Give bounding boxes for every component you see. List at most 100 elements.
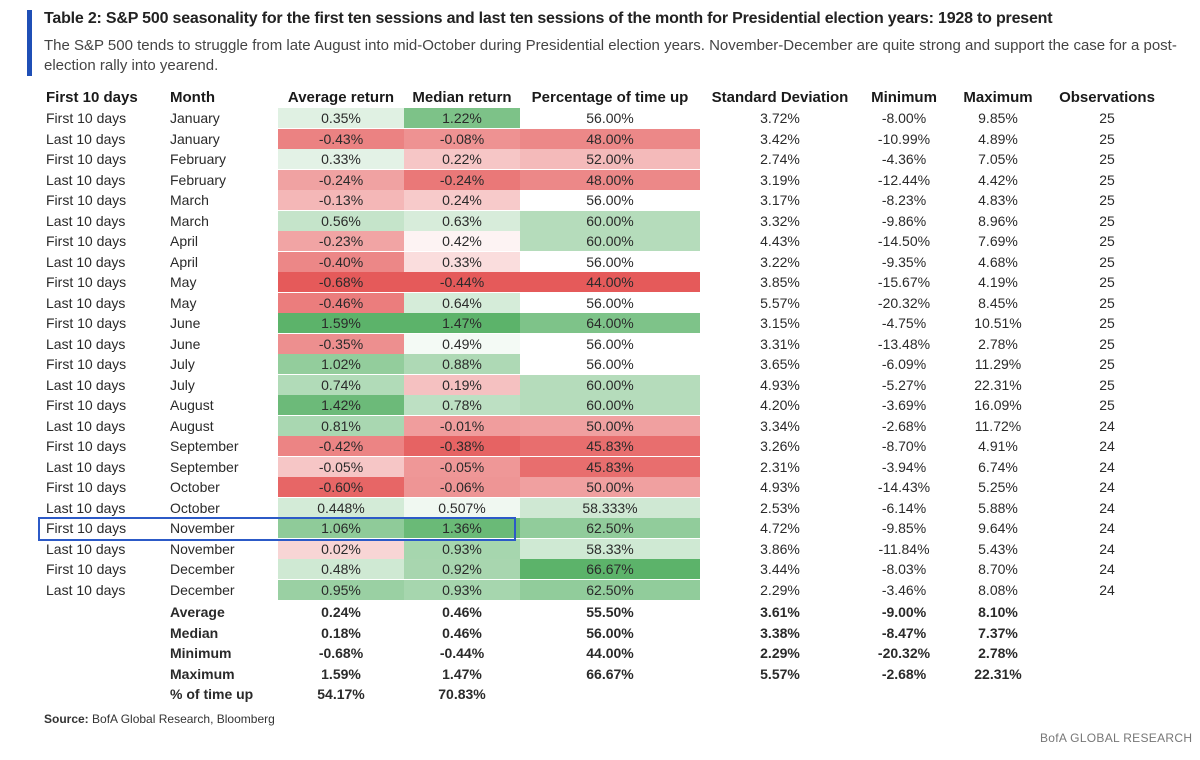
table-row: First 10 days December 0.48% 0.92% 66.67% 3.4… bbox=[0, 559, 1200, 579]
cell-month: January bbox=[170, 130, 220, 147]
header-maximum: Maximum bbox=[963, 89, 1033, 106]
cell-observations: 25 bbox=[1099, 171, 1115, 188]
cell-month: October bbox=[170, 499, 220, 516]
table-header: First 10 days Month Average return Median r… bbox=[0, 88, 1200, 108]
cell-observations: 25 bbox=[1099, 233, 1115, 249]
cell-average-return: 1.06% bbox=[278, 518, 404, 538]
summary-average-return: 54.17% bbox=[317, 686, 365, 702]
summary-row: % of time up 54.17% 70.83% bbox=[0, 684, 1200, 704]
cell-average-return: -0.68% bbox=[278, 272, 404, 292]
cell-month: May bbox=[170, 274, 197, 290]
header-std-dev: Standard Deviation bbox=[711, 89, 849, 106]
cell-period: First 10 days bbox=[46, 479, 127, 495]
cell-std-dev: 3.22% bbox=[760, 253, 800, 270]
cell-maximum: 9.85% bbox=[978, 110, 1018, 126]
summary-average-return: 0.18% bbox=[321, 624, 361, 641]
cell-average-return: 1.02% bbox=[278, 354, 404, 374]
cell-average-return: -0.40% bbox=[278, 251, 404, 272]
cell-average-return: -0.43% bbox=[278, 128, 404, 149]
cell-period: Last 10 days bbox=[46, 581, 126, 598]
cell-observations: 25 bbox=[1099, 110, 1115, 126]
cell-minimum: -14.50% bbox=[877, 233, 931, 249]
summary-row: Average 0.24% 0.46% 55.50% 3.61% -9.00% 8.10% bbox=[0, 602, 1200, 622]
cell-period: Last 10 days bbox=[46, 376, 126, 393]
cell-pct-time-up: 60.00% bbox=[520, 231, 700, 251]
cell-observations: 24 bbox=[1099, 561, 1115, 577]
accent-bar bbox=[27, 10, 32, 76]
cell-median-return: -0.05% bbox=[404, 456, 520, 477]
summary-month: Minimum bbox=[170, 645, 232, 661]
cell-month: March bbox=[170, 212, 209, 229]
cell-minimum: -3.69% bbox=[881, 397, 927, 413]
cell-median-return: -0.06% bbox=[404, 477, 520, 497]
cell-std-dev: 4.20% bbox=[760, 397, 800, 413]
cell-maximum: 8.45% bbox=[978, 294, 1018, 311]
cell-pct-time-up: 56.00% bbox=[520, 333, 700, 354]
summary-median-return: -0.44% bbox=[439, 645, 485, 661]
cell-observations: 25 bbox=[1099, 356, 1115, 372]
cell-std-dev: 3.32% bbox=[760, 212, 800, 229]
table-row: First 10 days March -0.13% 0.24% 56.00% 3.17%… bbox=[0, 190, 1200, 210]
cell-observations: 24 bbox=[1099, 520, 1115, 536]
summary-row: Median 0.18% 0.46% 56.00% 3.38% -8.47% 7.37% bbox=[0, 623, 1200, 643]
cell-observations: 24 bbox=[1099, 540, 1115, 557]
summary-pct-time-up: 55.50% bbox=[586, 604, 634, 620]
cell-maximum: 4.91% bbox=[978, 438, 1018, 454]
summary-row: Maximum 1.59% 1.47% 66.67% 5.57% -2.68% 22.31% bbox=[0, 664, 1200, 684]
cell-period: First 10 days bbox=[46, 151, 127, 167]
header-period: First 10 days bbox=[46, 89, 138, 106]
table-row: Last 10 days October 0.448% 0.507% 58.333% 2.… bbox=[0, 497, 1200, 518]
summary-maximum: 22.31% bbox=[974, 665, 1022, 682]
table-title: Table 2: S&P 500 seasonality for the fir… bbox=[44, 10, 1053, 27]
cell-pct-time-up: 56.00% bbox=[520, 354, 700, 374]
cell-average-return: -0.05% bbox=[278, 456, 404, 477]
cell-median-return: 0.92% bbox=[404, 559, 520, 579]
cell-maximum: 8.96% bbox=[978, 212, 1018, 229]
cell-month: June bbox=[170, 335, 201, 352]
summary-maximum: 2.78% bbox=[978, 645, 1018, 661]
cell-pct-time-up: 50.00% bbox=[520, 415, 700, 436]
summary-month: Average bbox=[170, 604, 225, 620]
cell-minimum: -10.99% bbox=[877, 130, 931, 147]
cell-observations: 25 bbox=[1099, 294, 1115, 311]
cell-maximum: 4.68% bbox=[978, 253, 1018, 270]
cell-period: First 10 days bbox=[46, 438, 127, 454]
summary-average-return: -0.68% bbox=[318, 645, 364, 661]
cell-period: First 10 days bbox=[46, 397, 127, 413]
cell-pct-time-up: 56.00% bbox=[520, 251, 700, 272]
cell-average-return: -0.60% bbox=[278, 477, 404, 497]
table-row: First 10 days April -0.23% 0.42% 60.00% 4.43%… bbox=[0, 231, 1200, 251]
summary-median-return: 0.46% bbox=[442, 624, 482, 641]
cell-period: First 10 days bbox=[46, 274, 127, 290]
header-median-return: Median return bbox=[412, 89, 512, 106]
cell-std-dev: 3.42% bbox=[760, 130, 800, 147]
header-minimum: Minimum bbox=[871, 89, 937, 106]
header-observations: Observations bbox=[1059, 89, 1155, 106]
cell-period: Last 10 days bbox=[46, 458, 126, 475]
brand-footer: BofA GLOBAL RESEARCH bbox=[1040, 731, 1193, 745]
cell-pct-time-up: 60.00% bbox=[520, 395, 700, 415]
cell-period: Last 10 days bbox=[46, 212, 126, 229]
table-row: First 10 days February 0.33% 0.22% 52.00% 2.7… bbox=[0, 149, 1200, 169]
cell-maximum: 11.72% bbox=[974, 417, 1022, 434]
header-month: Month bbox=[170, 89, 215, 106]
summary-minimum: -2.68% bbox=[881, 665, 927, 682]
cell-month: February bbox=[170, 151, 227, 167]
cell-minimum: -4.75% bbox=[881, 315, 927, 331]
summary-std-dev: 3.61% bbox=[760, 604, 800, 620]
cell-median-return: -0.24% bbox=[404, 169, 520, 190]
cell-period: First 10 days bbox=[46, 110, 127, 126]
cell-observations: 25 bbox=[1099, 212, 1115, 229]
cell-minimum: -14.43% bbox=[877, 479, 931, 495]
cell-median-return: 0.49% bbox=[404, 333, 520, 354]
summary-std-dev bbox=[705, 684, 855, 704]
cell-observations: 25 bbox=[1099, 274, 1115, 290]
summary-average-return: 1.59% bbox=[321, 665, 361, 682]
summary-row: Minimum -0.68% -0.44% 44.00% 2.29% -20.32% 2.7… bbox=[0, 643, 1200, 663]
cell-observations: 25 bbox=[1099, 192, 1115, 208]
cell-month: November bbox=[170, 520, 235, 536]
cell-average-return: 0.74% bbox=[278, 374, 404, 395]
cell-month: August bbox=[170, 397, 214, 413]
cell-pct-time-up: 64.00% bbox=[520, 313, 700, 333]
summary-minimum: -20.32% bbox=[877, 645, 931, 661]
